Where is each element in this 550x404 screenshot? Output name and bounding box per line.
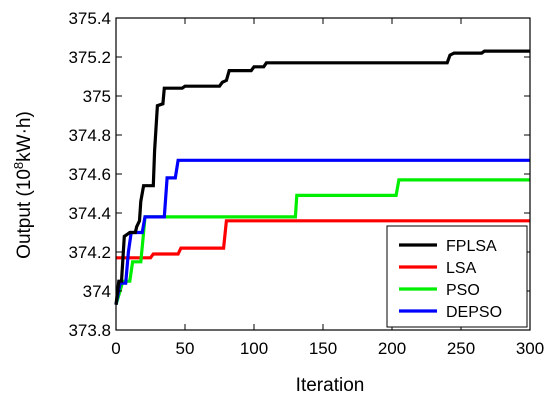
y-axis-title-exponent: 8 xyxy=(11,162,26,169)
y-tick-label: 374.4 xyxy=(68,204,111,223)
x-tick-label: 200 xyxy=(378,339,406,358)
legend-label-fplsa: FPLSA xyxy=(446,238,497,255)
series-line-depso xyxy=(114,158,530,305)
y-axis-title: Output (108kW·h) xyxy=(11,111,35,259)
series-line-fplsa xyxy=(114,49,530,305)
x-axis-title: Iteration xyxy=(296,375,365,396)
series-line-lsa xyxy=(116,219,530,260)
y-tick-label: 374.8 xyxy=(68,126,111,145)
legend-label-pso: PSO xyxy=(446,282,480,299)
y-tick-label: 374.2 xyxy=(68,243,111,262)
y-axis-title-main: Output (10 xyxy=(14,169,35,259)
series-group xyxy=(114,49,530,306)
y-tick-label: 375 xyxy=(83,87,111,106)
x-tick-label: 150 xyxy=(309,339,337,358)
x-tick-label: 100 xyxy=(240,339,268,358)
y-tick-label: 373.8 xyxy=(68,321,111,340)
legend-label-depso: DEPSO xyxy=(446,304,502,321)
y-tick-label: 374 xyxy=(83,282,111,301)
legend: FPLSA LSA PSO DEPSO xyxy=(386,225,528,328)
legend-label-lsa: LSA xyxy=(446,260,477,277)
y-tick-label: 375.4 xyxy=(68,9,111,28)
x-tick-label: 50 xyxy=(176,339,195,358)
x-tick-label: 0 xyxy=(111,339,120,358)
y-tick-label: 374.6 xyxy=(68,165,111,184)
x-tick-label: 300 xyxy=(516,339,544,358)
y-axis: 373.8 374 374.2 374.4 374.6 374.8 375 375.2 375.… xyxy=(68,9,530,340)
y-tick-label: 375.2 xyxy=(68,48,111,67)
y-axis-title-unit: kW·h) xyxy=(14,111,35,162)
x-tick-label: 250 xyxy=(447,339,475,358)
